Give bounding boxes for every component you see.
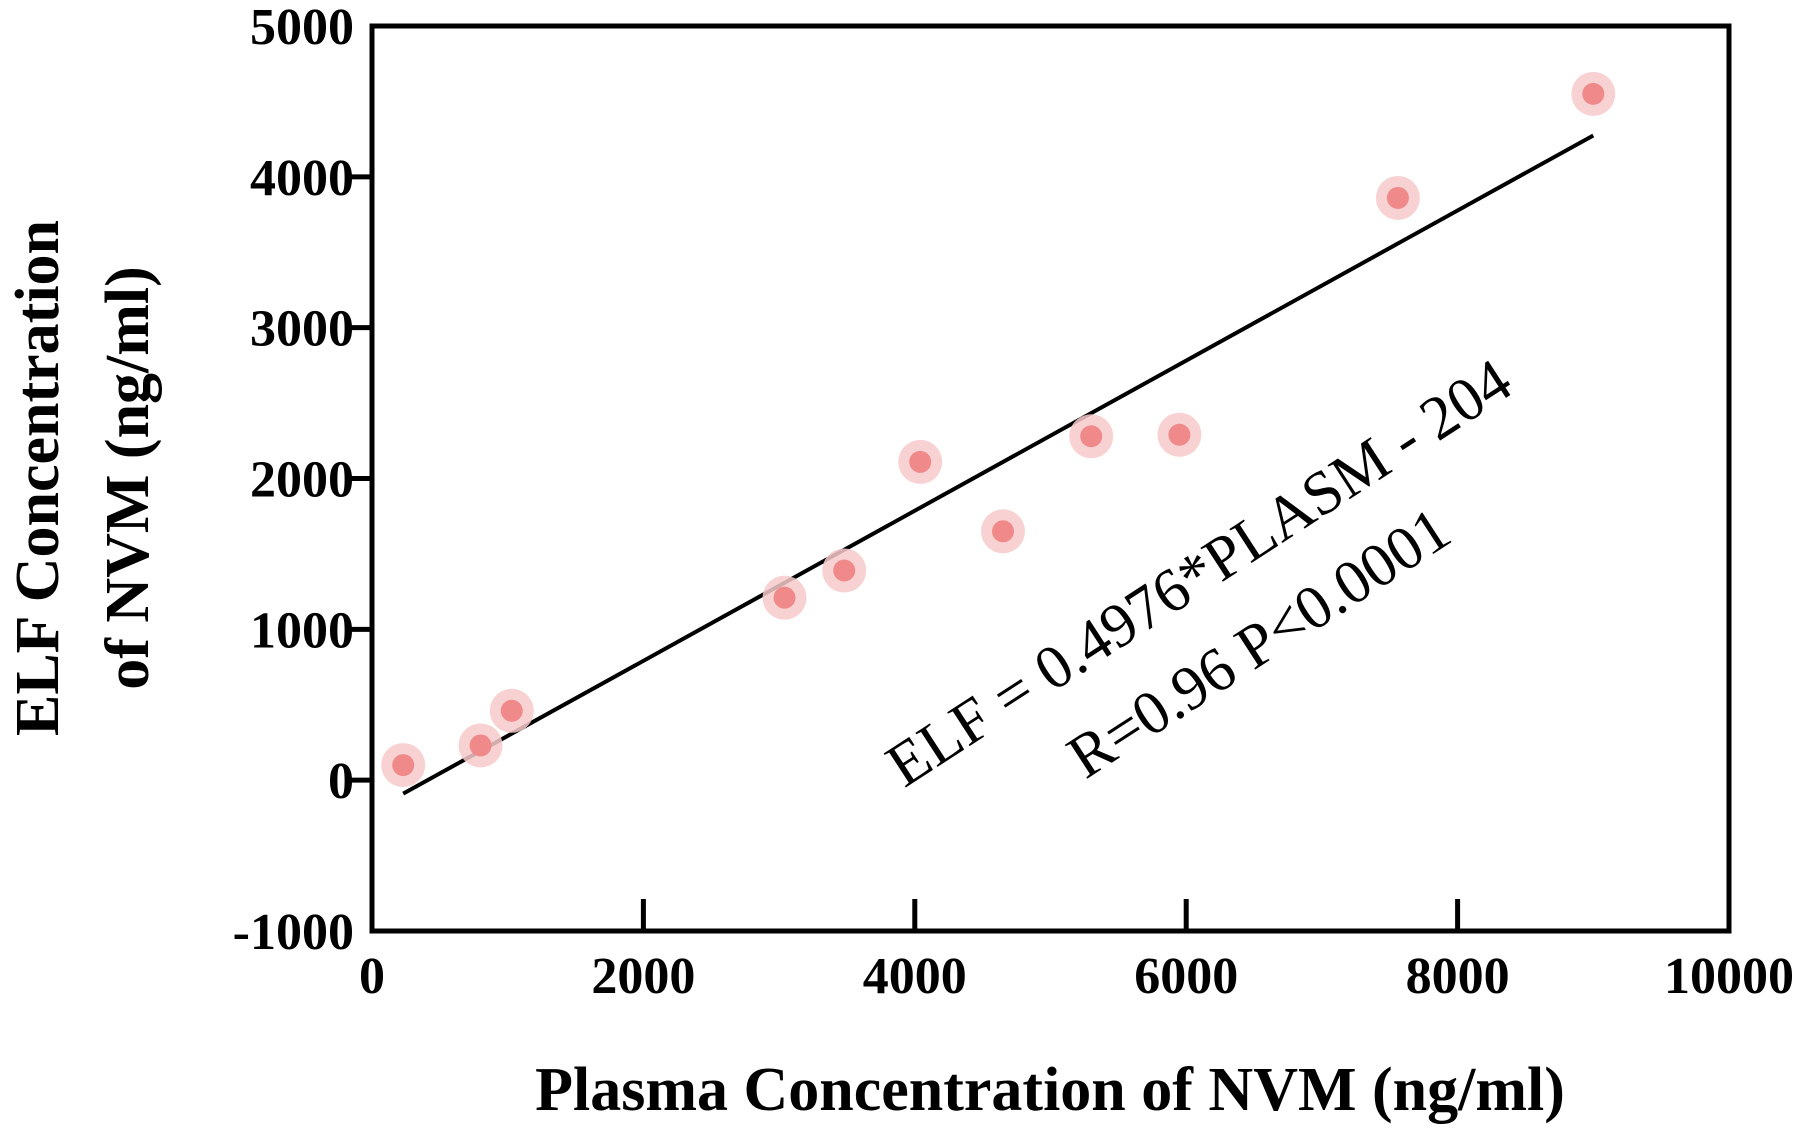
data-point-marker — [773, 586, 796, 609]
data-point-marker — [909, 450, 932, 473]
x-tick-label: 6000 — [1134, 948, 1238, 1005]
y-tick-label: -1000 — [233, 904, 354, 961]
x-tick-label: 8000 — [1406, 948, 1510, 1005]
data-point — [1069, 414, 1114, 459]
data-point-marker — [992, 520, 1015, 543]
data-point — [1157, 412, 1202, 457]
data-point — [489, 688, 534, 733]
data-point — [381, 743, 426, 788]
x-axis-title: Plasma Concentration of NVM (ng/ml) — [535, 1056, 1565, 1124]
data-point — [458, 723, 503, 768]
data-point-marker — [1582, 82, 1605, 105]
regression-line — [402, 133, 1595, 796]
y-axis-title-line-1: ELF Concentration — [4, 220, 72, 736]
data-point — [762, 575, 807, 620]
data-point-marker — [1168, 423, 1191, 446]
x-tick-label: 10000 — [1664, 948, 1794, 1005]
data-point-marker — [1386, 186, 1409, 209]
y-axis-title-line-2: of NVM (ng/ml) — [94, 266, 162, 690]
y-tick-label: 0 — [328, 753, 354, 810]
y-tick-label: 5000 — [250, 0, 354, 56]
x-tick-label: 0 — [359, 948, 385, 1005]
data-point-marker — [500, 699, 523, 722]
data-point — [1571, 71, 1616, 116]
y-tick-label: 2000 — [250, 452, 354, 509]
data-points — [381, 71, 1616, 788]
data-point — [981, 509, 1026, 554]
y-tick-label: 1000 — [250, 602, 354, 659]
data-point-marker — [833, 559, 856, 582]
axis-ticks — [348, 174, 1461, 931]
plot-frame — [369, 23, 1732, 934]
data-point — [898, 439, 943, 484]
fit-line-layer — [402, 133, 1595, 796]
y-tick-label: 4000 — [250, 150, 354, 207]
data-point-marker — [1080, 425, 1103, 448]
data-point-marker — [392, 754, 415, 777]
data-point-marker — [469, 734, 492, 757]
data-point — [1375, 175, 1420, 220]
x-tick-label: 2000 — [591, 948, 695, 1005]
y-tick-label: 3000 — [250, 301, 354, 358]
x-tick-label: 4000 — [863, 948, 967, 1005]
data-point — [822, 548, 867, 593]
